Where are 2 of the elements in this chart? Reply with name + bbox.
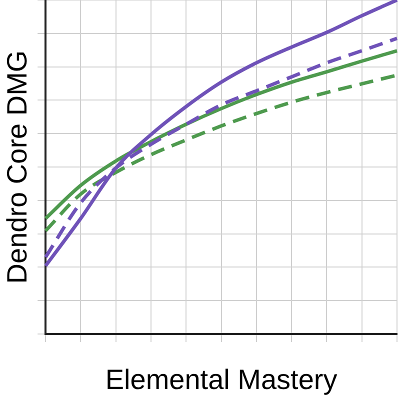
- x-axis-title: Elemental Mastery: [105, 364, 338, 395]
- y-axis-title: Dendro Core DMG: [2, 50, 33, 284]
